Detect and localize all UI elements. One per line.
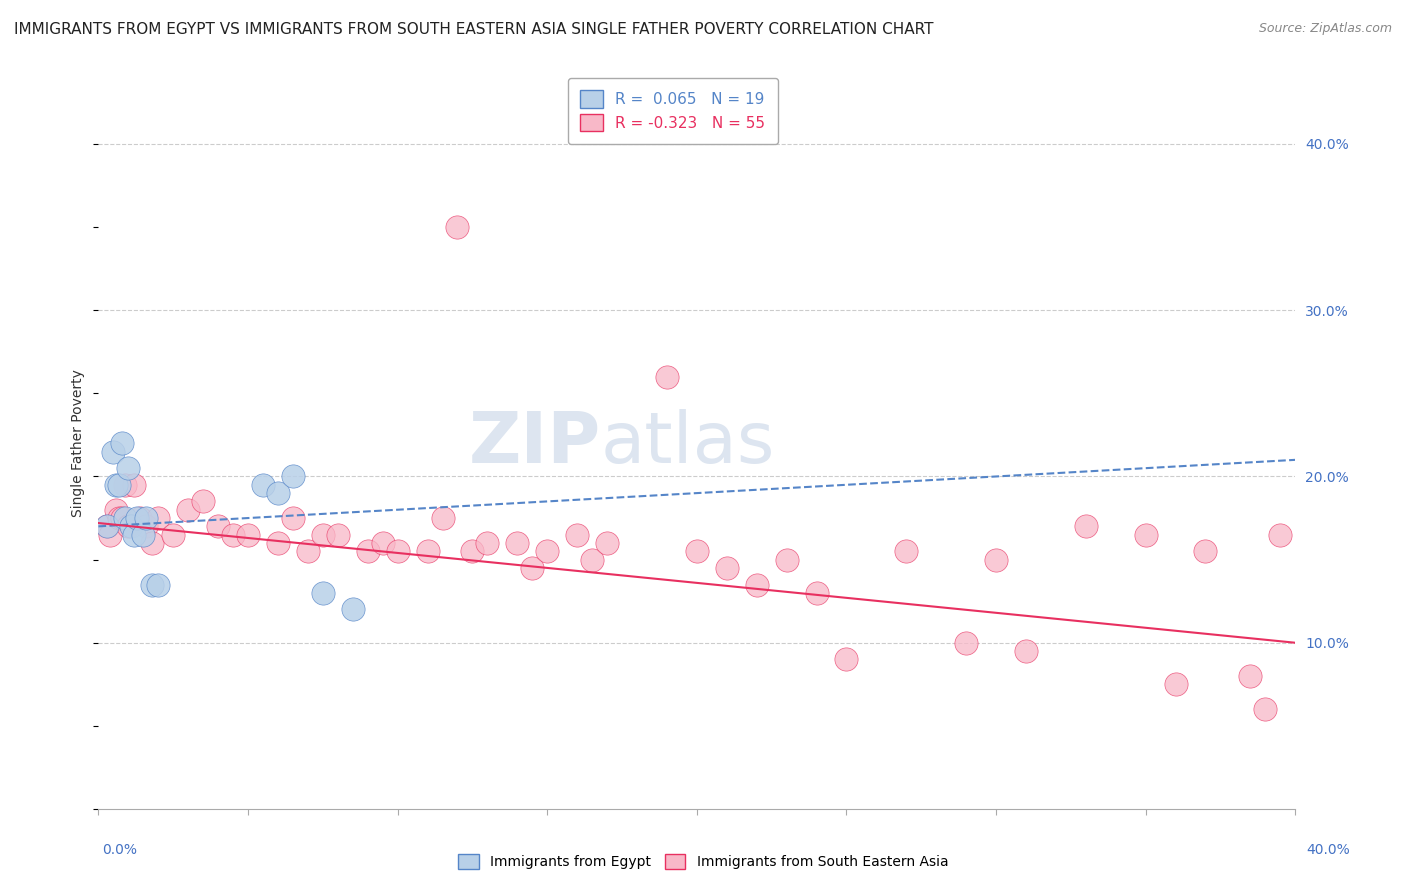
Point <box>297 544 319 558</box>
Point <box>686 544 709 558</box>
Point <box>446 220 468 235</box>
Y-axis label: Single Father Poverty: Single Father Poverty <box>72 369 86 517</box>
Point <box>312 586 335 600</box>
Point <box>1074 519 1097 533</box>
Point <box>1239 669 1261 683</box>
Point <box>1135 527 1157 541</box>
Point <box>745 577 768 591</box>
Point <box>835 652 858 666</box>
Legend: Immigrants from Egypt, Immigrants from South Eastern Asia: Immigrants from Egypt, Immigrants from S… <box>451 847 955 876</box>
Point <box>141 577 163 591</box>
Point <box>177 502 200 516</box>
Point <box>416 544 439 558</box>
Point <box>371 536 394 550</box>
Text: ZIP: ZIP <box>468 409 602 478</box>
Point <box>312 527 335 541</box>
Point <box>506 536 529 550</box>
Point <box>896 544 918 558</box>
Point <box>127 511 149 525</box>
Point <box>477 536 499 550</box>
Point <box>135 511 157 525</box>
Point <box>1270 527 1292 541</box>
Point <box>105 477 128 491</box>
Point <box>108 477 131 491</box>
Point <box>103 444 125 458</box>
Point <box>267 536 290 550</box>
Point <box>357 544 380 558</box>
Point <box>148 511 170 525</box>
Point <box>1194 544 1216 558</box>
Point <box>716 561 738 575</box>
Point <box>117 461 139 475</box>
Point <box>114 477 136 491</box>
Point <box>581 552 603 566</box>
Point <box>96 519 118 533</box>
Point <box>111 436 134 450</box>
Point <box>105 502 128 516</box>
Text: 0.0%: 0.0% <box>103 843 136 857</box>
Point <box>129 511 152 525</box>
Text: atlas: atlas <box>602 409 776 478</box>
Point <box>596 536 619 550</box>
Text: 40.0%: 40.0% <box>1306 843 1351 857</box>
Point <box>1164 677 1187 691</box>
Point <box>565 527 588 541</box>
Point <box>806 586 828 600</box>
Point <box>111 511 134 525</box>
Point <box>108 511 131 525</box>
Point <box>124 477 146 491</box>
Point <box>342 602 364 616</box>
Point <box>148 577 170 591</box>
Point <box>1015 644 1038 658</box>
Point <box>207 519 229 533</box>
Point <box>281 511 304 525</box>
Point <box>222 527 245 541</box>
Point <box>281 469 304 483</box>
Point <box>522 561 544 575</box>
Point <box>100 527 122 541</box>
Point <box>326 527 349 541</box>
Point <box>387 544 409 558</box>
Text: Source: ZipAtlas.com: Source: ZipAtlas.com <box>1258 22 1392 36</box>
Point <box>114 511 136 525</box>
Point <box>267 486 290 500</box>
Point <box>1254 702 1277 716</box>
Point <box>536 544 558 558</box>
Point <box>191 494 214 508</box>
Legend: R =  0.065   N = 19, R = -0.323   N = 55: R = 0.065 N = 19, R = -0.323 N = 55 <box>568 78 778 144</box>
Point <box>162 527 184 541</box>
Point <box>96 519 118 533</box>
Point <box>236 527 259 541</box>
Point <box>135 519 157 533</box>
Point <box>141 536 163 550</box>
Text: IMMIGRANTS FROM EGYPT VS IMMIGRANTS FROM SOUTH EASTERN ASIA SINGLE FATHER POVERT: IMMIGRANTS FROM EGYPT VS IMMIGRANTS FROM… <box>14 22 934 37</box>
Point <box>432 511 454 525</box>
Point <box>461 544 484 558</box>
Point <box>775 552 797 566</box>
Point <box>124 527 146 541</box>
Point <box>120 519 142 533</box>
Point <box>132 527 155 541</box>
Point <box>955 636 977 650</box>
Point <box>117 519 139 533</box>
Point <box>984 552 1007 566</box>
Point <box>252 477 274 491</box>
Point <box>655 369 678 384</box>
